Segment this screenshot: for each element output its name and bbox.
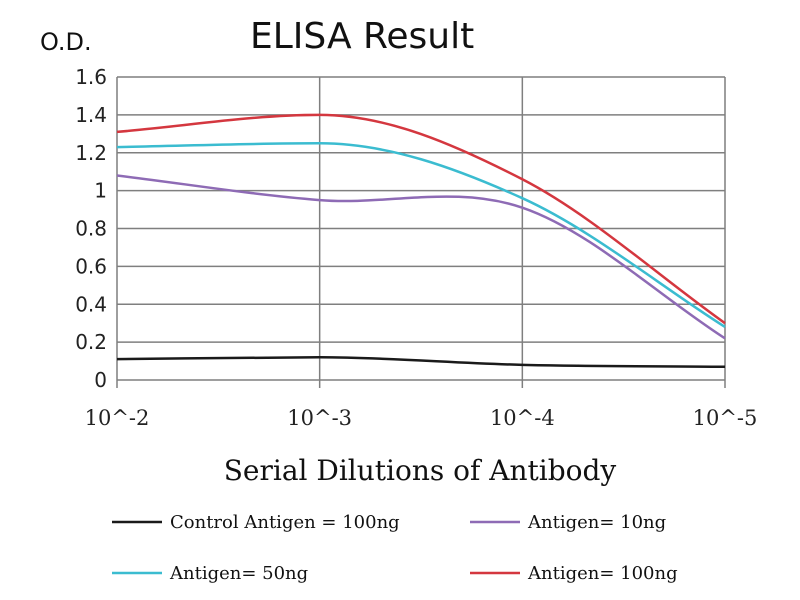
x-tick-labels: 10^-2 10^-3 10^-4 10^-5 [85, 406, 758, 430]
y-tick-label: 0.4 [75, 292, 107, 316]
series-line [116, 142, 726, 329]
x-tick-label: 10^-3 [287, 406, 352, 430]
y-tick-label: 0.2 [75, 330, 107, 354]
series-line [116, 174, 726, 340]
y-tick-label: 1 [94, 179, 107, 203]
y-tick-label: 1.4 [75, 103, 107, 127]
y-tick-label: 1.2 [75, 141, 107, 165]
y-tick-label: 0 [94, 368, 107, 392]
chart-title: ELISA Result [250, 16, 474, 57]
legend: Control Antigen = 100ng Antigen= 10ng Anti… [112, 512, 678, 584]
legend-label: Antigen= 100ng [527, 563, 678, 584]
y-axis-label: O.D. [40, 28, 92, 56]
y-tick-label: 0.8 [75, 217, 107, 241]
y-tick-label: 1.6 [75, 65, 107, 89]
series-lines [116, 113, 726, 368]
x-tick-label: 10^-5 [693, 406, 758, 430]
series-line [116, 356, 726, 368]
series-line [116, 113, 726, 325]
x-tick-label: 10^-2 [85, 406, 150, 430]
grid-lines [116, 76, 726, 388]
legend-label: Control Antigen = 100ng [170, 512, 400, 533]
legend-label: Antigen= 50ng [169, 563, 308, 584]
legend-label: Antigen= 10ng [527, 512, 666, 533]
x-axis-label: Serial Dilutions of Antibody [224, 454, 617, 487]
y-tick-labels: 0 0.2 0.4 0.6 0.8 1 1.2 1.4 1.6 [75, 65, 107, 392]
x-tick-label: 10^-4 [490, 406, 555, 430]
y-tick-label: 0.6 [75, 254, 107, 278]
